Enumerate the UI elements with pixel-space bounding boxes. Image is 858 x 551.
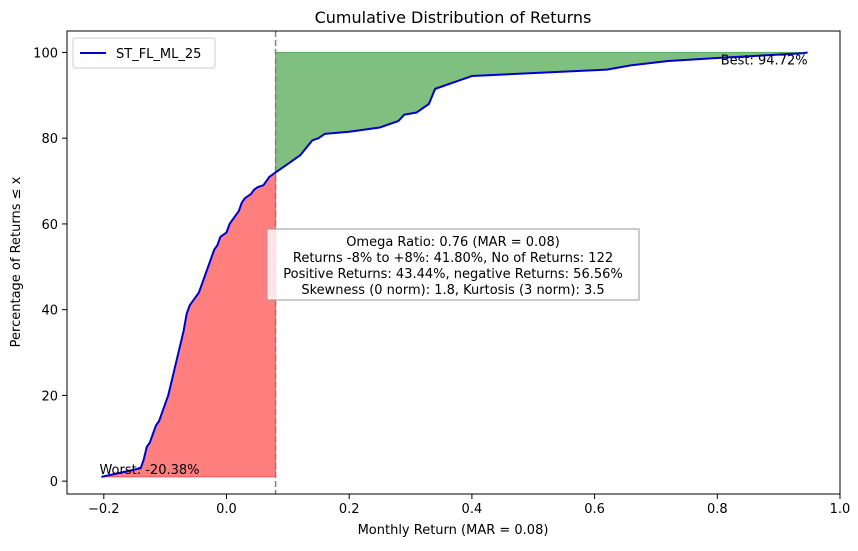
x-tick-label: 0.8	[707, 502, 728, 517]
x-tick-label: −0.2	[88, 502, 120, 517]
x-tick-label: 0.6	[584, 502, 605, 517]
x-axis-label: Monthly Return (MAR = 0.08)	[358, 523, 549, 538]
stats-line: Omega Ratio: 0.76 (MAR = 0.08)	[346, 235, 560, 250]
y-tick-label: 100	[33, 46, 58, 61]
tick-layer: −0.2 0.0 0.2 0.4 0.6 0.8 1.0 0 20 40 60 80 100	[33, 46, 850, 517]
chart-title: Cumulative Distribution of Returns	[315, 8, 592, 27]
x-tick-label: 0.0	[216, 502, 237, 517]
axes-layer	[66, 30, 841, 495]
stats-line: Positive Returns: 43.44%, negative Retur…	[283, 267, 623, 282]
legend-label: ST_FL_ML_25	[116, 47, 201, 62]
legend-box	[72, 37, 216, 69]
best-annotation: Best: 94.72%	[721, 53, 808, 68]
y-tick-label: 20	[41, 389, 58, 404]
above-mar-fill	[275, 51, 808, 174]
y-axis-label: Percentage of Returns ≤ x	[9, 176, 24, 347]
y-tick-label: 0	[50, 475, 58, 490]
line-layer	[101, 31, 808, 494]
plot-frame	[66, 30, 841, 495]
worst-annotation: Worst: -20.38%	[99, 463, 199, 478]
x-tick-label: 0.2	[339, 502, 360, 517]
y-tick-label: 80	[41, 132, 58, 147]
stats-box	[266, 228, 640, 301]
stats-line: Skewness (0 norm): 1.8, Kurtosis (3 norm…	[301, 283, 604, 298]
stats-line: Returns -8% to +8%: 41.80%, No of Return…	[293, 251, 613, 266]
x-tick-label: 0.4	[462, 502, 483, 517]
annotation-layer: Worst: -20.38% Best: 94.72% Omega Ratio: 0…	[99, 53, 807, 477]
x-tick-label: 1.0	[830, 502, 851, 517]
y-tick-label: 40	[41, 304, 58, 319]
y-tick-label: 60	[41, 218, 58, 233]
series-line	[101, 51, 808, 478]
below-mar-fill	[101, 171, 277, 478]
legend: ST_FL_ML_25	[72, 37, 216, 69]
